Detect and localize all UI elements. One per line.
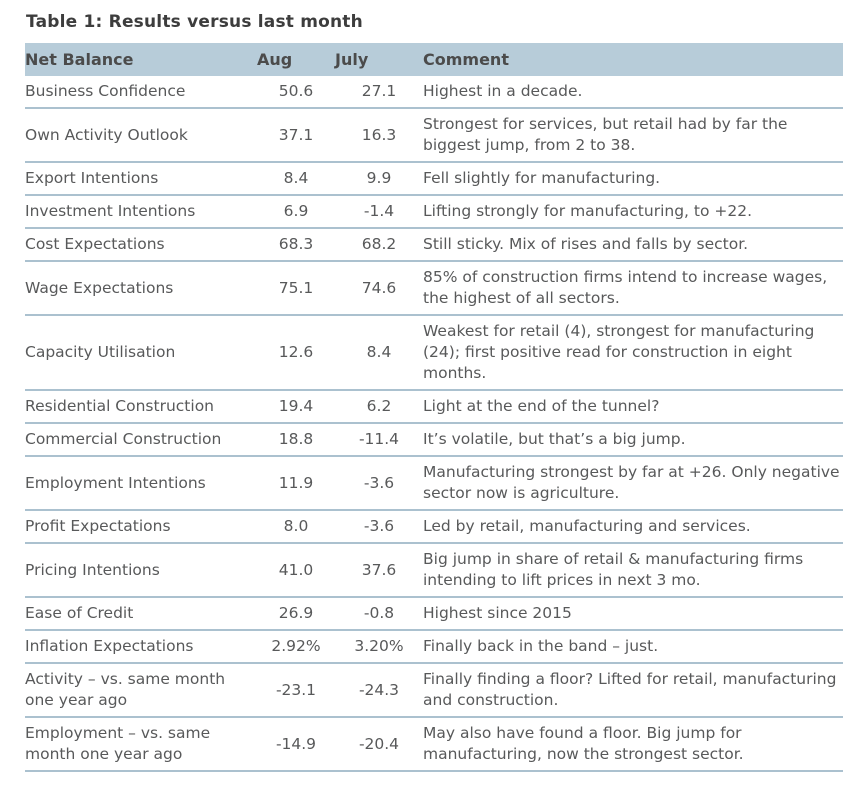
column-header-net-balance: Net Balance [25,43,257,76]
july-value: -0.8 [335,597,423,631]
aug-value: 50.6 [257,76,335,109]
comment-text: 85% of construction firms intend to incr… [423,261,843,316]
table-row: Ease of Credit 26.9 -0.8 Highest since 2… [25,597,843,631]
header-row: Net Balance Aug July Comment [25,43,843,76]
table-row: Residential Construction 19.4 6.2 Light … [25,390,843,424]
aug-value: 18.8 [257,423,335,457]
indicator-name: Commercial Construction [25,423,257,457]
july-value: 27.1 [335,76,423,109]
aug-value: 68.3 [257,228,335,262]
indicator-name: Investment Intentions [25,195,257,229]
aug-value: -23.1 [257,663,335,718]
july-value: -3.6 [335,510,423,544]
table-body: Business Confidence 50.6 27.1 Highest in… [25,76,843,772]
table-row: Wage Expectations 75.1 74.6 85% of const… [25,261,843,316]
aug-value: 12.6 [257,315,335,391]
table-row: Export Intentions 8.4 9.9 Fell slightly … [25,162,843,196]
aug-value: 41.0 [257,543,335,598]
aug-value: 8.0 [257,510,335,544]
comment-text: Still sticky. Mix of rises and falls by … [423,228,843,262]
indicator-name: Activity – vs. same month one year ago [25,663,257,718]
comment-text: Light at the end of the tunnel? [423,390,843,424]
indicator-name: Export Intentions [25,162,257,196]
table-row: Employment Intentions 11.9 -3.6 Manufact… [25,456,843,511]
column-header-aug: Aug [257,43,335,76]
aug-value: 37.1 [257,108,335,163]
indicator-name: Cost Expectations [25,228,257,262]
indicator-name: Pricing Intentions [25,543,257,598]
table-row: Cost Expectations 68.3 68.2 Still sticky… [25,228,843,262]
table-row: Activity – vs. same month one year ago -… [25,663,843,718]
july-value: -20.4 [335,717,423,772]
comment-text: Highest since 2015 [423,597,843,631]
results-table: Net Balance Aug July Comment Business Co… [25,43,843,772]
table-row: Capacity Utilisation 12.6 8.4 Weakest fo… [25,315,843,391]
july-value: 68.2 [335,228,423,262]
table-row: Own Activity Outlook 37.1 16.3 Strongest… [25,108,843,163]
comment-text: Lifting strongly for manufacturing, to +… [423,195,843,229]
indicator-name: Employment – vs. same month one year ago [25,717,257,772]
table-row: Pricing Intentions 41.0 37.6 Big jump in… [25,543,843,598]
indicator-name: Capacity Utilisation [25,315,257,391]
indicator-name: Wage Expectations [25,261,257,316]
indicator-name: Own Activity Outlook [25,108,257,163]
july-value: 16.3 [335,108,423,163]
table-title: Table 1: Results versus last month [26,12,363,32]
indicator-name: Employment Intentions [25,456,257,511]
july-value: -1.4 [335,195,423,229]
comment-text: Led by retail, manufacturing and service… [423,510,843,544]
table-row: Inflation Expectations 2.92% 3.20% Final… [25,630,843,664]
aug-value: 75.1 [257,261,335,316]
table-row: Business Confidence 50.6 27.1 Highest in… [25,76,843,109]
comment-text: Highest in a decade. [423,76,843,109]
column-header-comment: Comment [423,43,843,76]
july-value: 37.6 [335,543,423,598]
aug-value: 19.4 [257,390,335,424]
july-value: 8.4 [335,315,423,391]
july-value: 74.6 [335,261,423,316]
aug-value: -14.9 [257,717,335,772]
indicator-name: Inflation Expectations [25,630,257,664]
indicator-name: Ease of Credit [25,597,257,631]
aug-value: 6.9 [257,195,335,229]
july-value: 9.9 [335,162,423,196]
table-row: Investment Intentions 6.9 -1.4 Lifting s… [25,195,843,229]
july-value: 3.20% [335,630,423,664]
comment-text: May also have found a floor. Big jump fo… [423,717,843,772]
july-value: 6.2 [335,390,423,424]
comment-text: Big jump in share of retail & manufactur… [423,543,843,598]
comment-text: Strongest for services, but retail had b… [423,108,843,163]
aug-value: 26.9 [257,597,335,631]
july-value: -3.6 [335,456,423,511]
table-row: Employment – vs. same month one year ago… [25,717,843,772]
aug-value: 2.92% [257,630,335,664]
comment-text: Manufacturing strongest by far at +26. O… [423,456,843,511]
table-row: Profit Expectations 8.0 -3.6 Led by reta… [25,510,843,544]
indicator-name: Profit Expectations [25,510,257,544]
column-header-july: July [335,43,423,76]
comment-text: It’s volatile, but that’s a big jump. [423,423,843,457]
indicator-name: Business Confidence [25,76,257,109]
comment-text: Finally finding a floor? Lifted for reta… [423,663,843,718]
aug-value: 8.4 [257,162,335,196]
july-value: -24.3 [335,663,423,718]
comment-text: Finally back in the band – just. [423,630,843,664]
comment-text: Weakest for retail (4), strongest for ma… [423,315,843,391]
table-row: Commercial Construction 18.8 -11.4 It’s … [25,423,843,457]
comment-text: Fell slightly for manufacturing. [423,162,843,196]
july-value: -11.4 [335,423,423,457]
aug-value: 11.9 [257,456,335,511]
indicator-name: Residential Construction [25,390,257,424]
